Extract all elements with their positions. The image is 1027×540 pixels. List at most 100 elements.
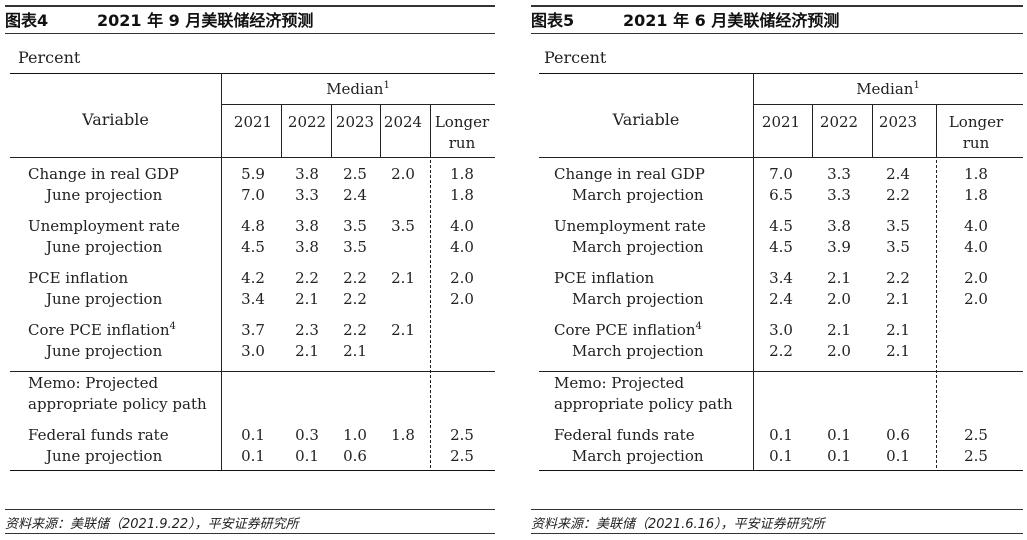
source-note: 资料来源：美联储（2021.6.16），平安证券研究所 — [531, 517, 825, 532]
median-value-cell: 3.0 — [769, 321, 793, 339]
memo-top-rule — [539, 371, 1023, 372]
year-header: 2021 — [233, 113, 273, 131]
median-value-cell: 2.4 — [886, 165, 910, 183]
median-value-cell: 2.2 — [343, 321, 367, 339]
year-header: 2023 — [878, 113, 918, 131]
longer-run-value-cell: 2.0 — [964, 269, 988, 287]
row-label-text: March projection — [572, 186, 704, 204]
median-value-cell: 5.9 — [241, 165, 265, 183]
median-value-cell: 0.3 — [295, 426, 319, 444]
unit-label: Percent — [544, 48, 607, 67]
median-value-cell: 2.2 — [295, 269, 319, 287]
median-value-cell: 2.0 — [391, 165, 415, 183]
median-value-cell: 2.0 — [827, 290, 851, 308]
longer-run-value-cell: 2.5 — [450, 426, 474, 444]
row-label-text: June projection — [46, 290, 163, 308]
table-bottom-rule — [10, 470, 495, 471]
title-bottom-rule — [5, 33, 495, 34]
median-value-cell: 0.6 — [886, 426, 910, 444]
projection-row-label: June projection — [46, 342, 162, 360]
memo-top-rule — [10, 371, 495, 372]
median-value-cell: 2.1 — [391, 269, 415, 287]
median-underline — [221, 104, 495, 105]
longer-run-divider — [936, 104, 937, 157]
year-header: 2024 — [383, 113, 423, 131]
projection-row-label: March projection — [572, 447, 704, 465]
longer-run-value-cell: 2.5 — [964, 447, 988, 465]
row-label-text: PCE inflation — [554, 269, 655, 287]
variable-row-label: Change in real GDP — [554, 165, 705, 183]
year-column-divider — [812, 104, 813, 157]
median-value-cell: 3.7 — [241, 321, 265, 339]
median-value-cell: 2.5 — [343, 165, 367, 183]
row-label-text: June projection — [46, 186, 163, 204]
median-value-cell: 3.8 — [295, 217, 319, 235]
variable-row-label: PCE inflation — [28, 269, 128, 287]
median-value-cell: 3.5 — [886, 238, 910, 256]
median-value-cell: 3.5 — [391, 217, 415, 235]
median-value-cell: 1.8 — [391, 426, 415, 444]
longer-run-header: run — [448, 134, 476, 152]
memo-label: appropriate policy path — [554, 395, 733, 413]
median-value-cell: 3.5 — [343, 238, 367, 256]
median-value-cell: 2.1 — [295, 290, 319, 308]
median-value-cell: 2.1 — [886, 290, 910, 308]
median-value-cell: 2.1 — [827, 321, 851, 339]
median-value-cell: 3.8 — [295, 238, 319, 256]
variable-header: Variable — [82, 110, 149, 129]
median-value-cell: 3.5 — [343, 217, 367, 235]
longer-run-value-cell: 4.0 — [964, 217, 988, 235]
median-value-cell: 2.4 — [769, 290, 793, 308]
median-value-cell: 3.9 — [827, 238, 851, 256]
source-top-rule — [5, 509, 495, 510]
figure-title-text: 2021 年 9 月美联储经济预测 — [97, 11, 314, 30]
figure-title: 图表4 2021 年 9 月美联储经济预测 — [5, 6, 495, 32]
variable-column-divider — [753, 73, 754, 470]
longer-run-value-cell: 2.0 — [450, 269, 474, 287]
median-value-cell: 7.0 — [769, 165, 793, 183]
median-underline — [753, 104, 1023, 105]
variable-row-label: Federal funds rate — [554, 426, 695, 444]
figure-number: 图表5 — [531, 11, 575, 30]
longer-run-dashed-divider — [936, 160, 937, 468]
median-value-cell: 3.3 — [295, 186, 319, 204]
longer-run-value-cell: 4.0 — [450, 238, 474, 256]
projection-row-label: June projection — [46, 447, 163, 465]
median-label: Median — [856, 80, 914, 98]
footnote-marker: 4 — [695, 321, 702, 332]
median-value-cell: 2.0 — [827, 342, 851, 360]
median-header: Median1 — [856, 80, 920, 98]
row-label-text: Core PCE inflation — [28, 321, 170, 339]
projection-row-label: March projection — [572, 290, 704, 308]
median-header: Median1 — [326, 80, 390, 98]
footnote-marker: 1 — [383, 80, 390, 91]
longer-run-header: run — [962, 134, 990, 152]
projection-row-label: June projection — [46, 238, 162, 256]
memo-label: Memo: Projected — [554, 374, 685, 392]
median-value-cell: 2.1 — [886, 321, 910, 339]
figure-title-text: 2021 年 6 月美联储经济预测 — [623, 11, 840, 30]
longer-run-dashed-divider — [430, 160, 431, 468]
median-value-cell: 2.1 — [391, 321, 415, 339]
memo-label: appropriate policy path — [28, 395, 207, 413]
source-top-rule — [531, 509, 1023, 510]
median-value-cell: 0.1 — [769, 426, 793, 444]
median-value-cell: 2.3 — [295, 321, 319, 339]
figure-panel-sept-2021: 图表4 2021 年 9 月美联储经济预测 Percent Median1 Variab… — [5, 0, 495, 540]
footnote-marker: 1 — [913, 80, 920, 91]
figure-number: 图表4 — [5, 11, 49, 30]
median-value-cell: 4.5 — [769, 238, 793, 256]
median-value-cell: 3.4 — [241, 290, 265, 308]
table-top-rule — [539, 73, 1023, 74]
variable-row-label: Federal funds rate — [28, 426, 169, 444]
row-label-text: PCE inflation — [28, 269, 129, 287]
median-value-cell: 3.3 — [827, 165, 851, 183]
median-value-cell: 0.6 — [343, 447, 367, 465]
median-value-cell: 0.1 — [241, 426, 265, 444]
row-label-text: Unemployment rate — [554, 217, 706, 235]
median-value-cell: 2.1 — [343, 342, 367, 360]
median-value-cell: 2.4 — [343, 186, 367, 204]
median-value-cell: 7.0 — [241, 186, 265, 204]
median-value-cell: 2.2 — [886, 269, 910, 287]
year-header: 2023 — [335, 113, 375, 131]
